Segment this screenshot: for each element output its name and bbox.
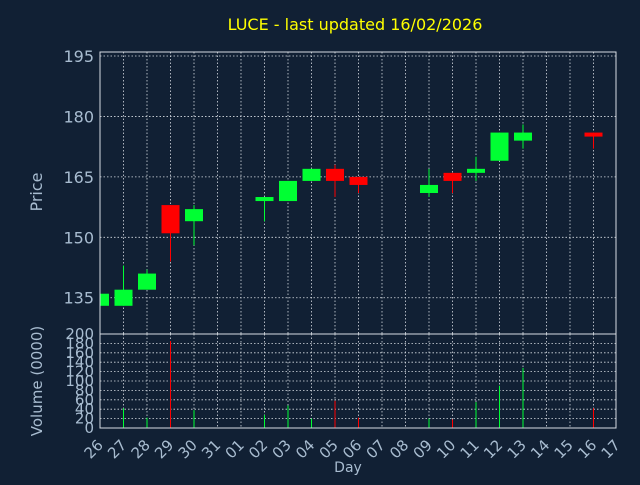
volume-tick-label: 200 bbox=[65, 325, 94, 343]
x-tick-label: 31 bbox=[198, 436, 224, 462]
price-axis-label: Price bbox=[27, 172, 46, 211]
candle-body bbox=[584, 132, 603, 137]
volume-tick-label: 80 bbox=[75, 381, 94, 399]
price-tick-label: 150 bbox=[63, 228, 94, 247]
x-tick-label: 07 bbox=[363, 436, 389, 462]
candle-body bbox=[420, 184, 438, 193]
volume-tick-label: 160 bbox=[65, 344, 94, 362]
price-tick-label: 195 bbox=[63, 47, 94, 66]
x-tick-label: 28 bbox=[128, 436, 154, 462]
candle-body bbox=[514, 132, 532, 141]
x-tick-label: 11 bbox=[457, 436, 483, 462]
candle-body bbox=[114, 289, 133, 306]
candle-body bbox=[349, 176, 368, 185]
axis-ticks: 1351501651801950204060801001201401601802… bbox=[63, 47, 623, 462]
grid bbox=[100, 52, 616, 428]
x-tick-label: 15 bbox=[551, 436, 577, 462]
x-tick-label: 06 bbox=[339, 436, 365, 462]
candle-body bbox=[467, 168, 485, 173]
price-tick-label: 165 bbox=[63, 168, 94, 187]
volume-tick-label: 100 bbox=[65, 372, 94, 390]
x-tick-label: 13 bbox=[504, 436, 530, 462]
candles bbox=[99, 124, 603, 306]
x-tick-label: 27 bbox=[104, 436, 130, 462]
candle-body bbox=[100, 293, 109, 306]
x-tick-label: 01 bbox=[222, 436, 248, 462]
price-tick-label: 135 bbox=[63, 289, 94, 308]
x-tick-label: 04 bbox=[292, 436, 318, 462]
x-tick-label: 08 bbox=[386, 436, 412, 462]
x-tick-label: 05 bbox=[316, 436, 342, 462]
candle-body bbox=[161, 205, 180, 234]
volume-tick-label: 60 bbox=[75, 391, 94, 409]
x-tick-label: 26 bbox=[81, 436, 107, 462]
x-axis-label: Day bbox=[334, 460, 362, 476]
x-tick-label: 12 bbox=[480, 436, 506, 462]
volume-panel-frame bbox=[99, 333, 617, 429]
volume-tick-label: 120 bbox=[65, 363, 94, 381]
x-tick-label: 14 bbox=[527, 436, 553, 462]
x-tick-label: 03 bbox=[269, 436, 295, 462]
volume-tick-label: 180 bbox=[65, 334, 94, 352]
x-tick-label: 02 bbox=[245, 436, 271, 462]
x-tick-label: 29 bbox=[151, 436, 177, 462]
candle-body bbox=[326, 168, 344, 181]
price-tick-label: 180 bbox=[63, 107, 94, 126]
candle-body bbox=[490, 132, 509, 161]
candle-body bbox=[302, 168, 321, 181]
candle-body bbox=[255, 197, 274, 202]
volume-tick-label: 0 bbox=[84, 419, 94, 437]
volume-tick-label: 40 bbox=[75, 400, 94, 418]
x-tick-label: 30 bbox=[175, 436, 201, 462]
volume-axis-label: Volume (0000) bbox=[28, 326, 46, 436]
volume-tick-label: 140 bbox=[65, 353, 94, 371]
volume-tick-label: 20 bbox=[75, 410, 94, 428]
x-tick-label: 16 bbox=[574, 436, 600, 462]
volume-bars bbox=[99, 341, 594, 428]
chart-title: LUCE - last updated 16/02/2026 bbox=[228, 15, 483, 34]
candle-body bbox=[185, 209, 203, 222]
candle-body bbox=[138, 273, 156, 290]
x-tick-label: 09 bbox=[410, 436, 436, 462]
x-tick-label: 10 bbox=[433, 436, 459, 462]
x-tick-label: 17 bbox=[598, 436, 624, 462]
candle-body bbox=[443, 172, 462, 181]
candle-body bbox=[279, 180, 297, 202]
